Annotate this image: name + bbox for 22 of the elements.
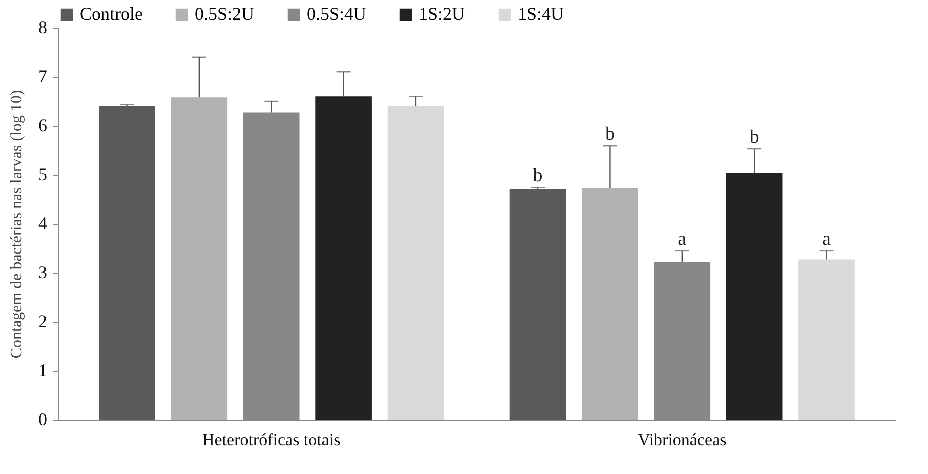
legend-label: Controle [80, 4, 143, 24]
annotation: b [605, 124, 615, 146]
annotation: a [822, 228, 832, 250]
x-tick-label: Vibrionáceas [638, 430, 727, 450]
y-tick-label: 6 [38, 116, 48, 136]
y-tick-label: 0 [38, 410, 48, 430]
annotation: b [533, 166, 543, 187]
y-tick-label: 3 [38, 262, 48, 282]
legend-label: 0.5S:4U [307, 4, 367, 24]
y-tick-label: 4 [38, 214, 48, 234]
x-tick-label: Heterotróficas totais [202, 430, 341, 450]
y-tick-label: 2 [38, 312, 48, 332]
legend-label: 0.5S:2U [195, 4, 255, 24]
annotation: b [750, 127, 760, 148]
y-axis-title: Contagem de bactérias nas larvas (log 10) [8, 90, 26, 359]
y-tick-label: 8 [38, 18, 48, 38]
legend-label: 1S:4U [518, 4, 564, 24]
annotation: a [678, 228, 688, 250]
legend-label: 1S:2U [419, 4, 466, 24]
y-tick-label: 1 [38, 360, 48, 380]
y-tick-label: 5 [38, 164, 48, 184]
y-tick-label: 7 [38, 66, 48, 86]
